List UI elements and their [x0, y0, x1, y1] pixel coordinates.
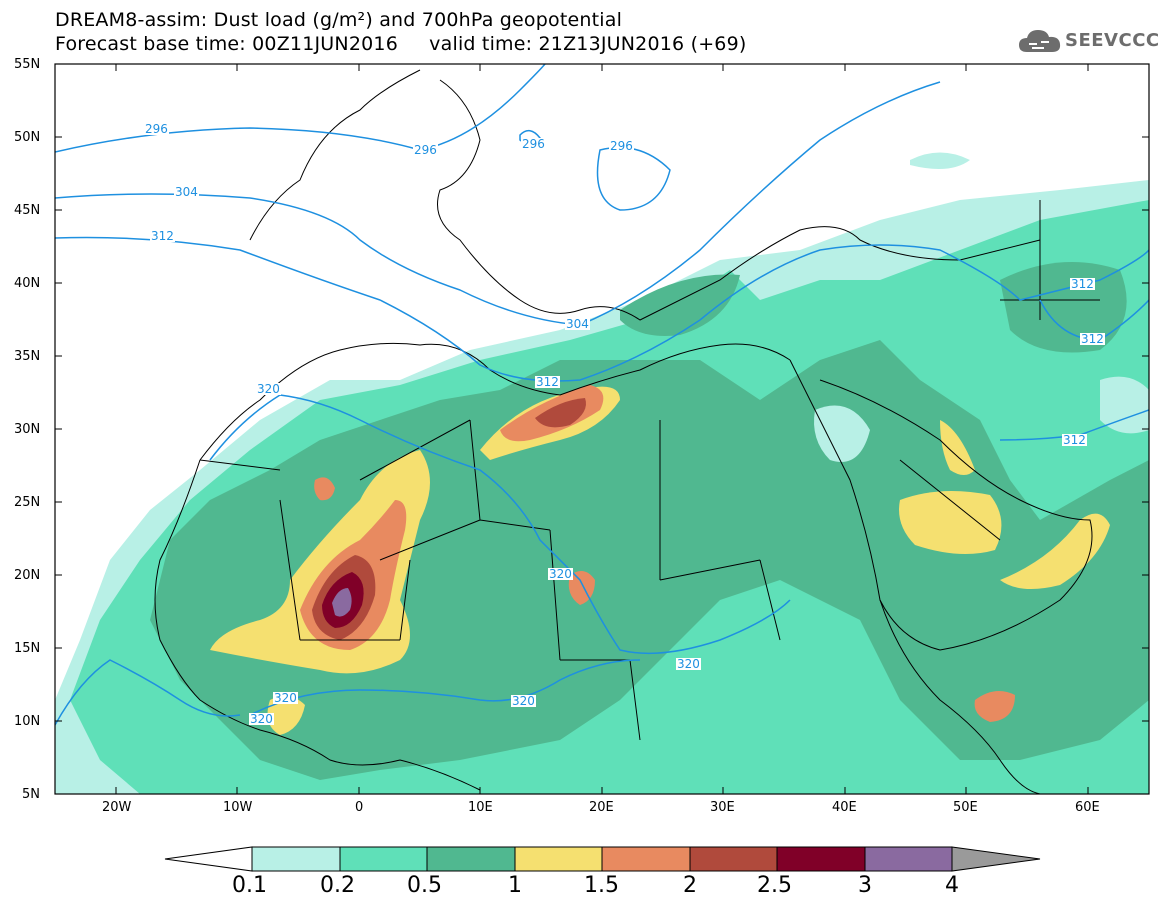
lat-label: 5N [22, 787, 40, 802]
dust-band-0.5 [150, 340, 1149, 780]
colorbar-segment [864, 846, 953, 872]
colorbar-segment [426, 846, 516, 872]
contour-label: 312 [1080, 332, 1105, 346]
cloud-logo-icon [1019, 30, 1061, 52]
contour-label: 304 [565, 317, 590, 331]
colorbar-under-arrow [164, 846, 253, 872]
lat-label: 15N [14, 641, 41, 656]
contour-304 [55, 81, 941, 326]
lon-label: 40E [832, 800, 857, 815]
contour-label: 312 [150, 229, 175, 243]
contour-label: 320 [511, 694, 536, 708]
colorbar-label: 1 [508, 873, 522, 898]
lon-label: 10W [223, 800, 253, 815]
colorbar-over-arrow [951, 846, 1041, 872]
dust-band-1 [940, 420, 975, 475]
contour-296-loop [596, 146, 671, 211]
colorbar-label: 0.2 [320, 873, 355, 898]
lat-label: 45N [14, 203, 41, 218]
contour-label: 312 [1070, 277, 1095, 291]
dust-band-1.5 [314, 477, 335, 501]
lon-label: 20E [589, 800, 614, 815]
contour-label: 320 [548, 567, 573, 581]
coastline-arabia [819, 379, 1093, 651]
contour-label: 320 [676, 657, 701, 671]
dust-fields [55, 152, 1149, 794]
logo-text: SEEVCCC [1065, 30, 1160, 51]
colorbar-label: 0.5 [407, 873, 442, 898]
map-title-line1: DREAM8-assim: Dust load (g/m²) and 700hP… [55, 9, 623, 31]
colorbar-label: 3 [858, 873, 872, 898]
lon-label: 0 [355, 800, 364, 815]
contour-296 [55, 64, 546, 153]
contour-label: 296 [413, 143, 438, 157]
dust-band-0.1 [910, 152, 970, 169]
contour-320-b [249, 659, 641, 716]
contour-label: 320 [273, 691, 298, 705]
lat-label: 10N [14, 714, 41, 729]
colorbar-label: 2 [683, 873, 697, 898]
dust-band-1 [1000, 513, 1110, 589]
country-borders [154, 69, 1100, 794]
colorbar-label: 4 [945, 873, 959, 898]
lat-label: 20N [14, 568, 41, 583]
lat-label: 30N [14, 422, 41, 437]
coastline-west-africa [154, 459, 481, 791]
dust-band-1 [899, 491, 1002, 554]
lon-label: 50E [953, 800, 978, 815]
colorbar-segment [776, 846, 866, 872]
colorbar-segment [514, 846, 603, 872]
lon-label: 60E [1075, 800, 1100, 815]
dust-band-0.1 [814, 405, 870, 462]
contour-label: 296 [144, 122, 169, 136]
contour-label: 320 [249, 712, 274, 726]
lat-label: 55N [14, 57, 41, 72]
coastline-east-africa [789, 359, 1041, 794]
contour-320 [55, 394, 791, 726]
colorbar-segment [251, 846, 341, 872]
map-title-line2: Forecast base time: 00Z11JUN2016 valid t… [55, 33, 747, 55]
dust-band-1 [267, 696, 305, 735]
dust-band-0.5 [1000, 262, 1127, 353]
contour-label: 312 [1062, 433, 1087, 447]
colorbar-segment [601, 846, 691, 872]
dust-band-3 [332, 588, 352, 617]
lon-label: 30E [710, 800, 735, 815]
dust-band-1.5 [974, 691, 1015, 722]
contour-label: 296 [609, 139, 634, 153]
coastline-europe [249, 69, 1041, 321]
contour-label: 312 [535, 375, 560, 389]
contour-label: 304 [174, 185, 199, 199]
colorbar-segment [339, 846, 428, 872]
dust-band-0.5 [620, 274, 740, 336]
dust-band-0.1 [1100, 376, 1149, 434]
colorbar-label: 2.5 [757, 873, 792, 898]
axis-ticks [55, 63, 1149, 795]
contour-label: 296 [521, 137, 546, 151]
contour-312 [55, 236, 1149, 382]
contour-label: 320 [256, 382, 281, 396]
colorbar [164, 846, 1041, 872]
lat-label: 35N [14, 349, 41, 364]
seevccc-logo: SEEVCCC [1017, 22, 1159, 62]
colorbar-segment [689, 846, 778, 872]
colorbar-label: 1.5 [584, 873, 619, 898]
lat-label: 25N [14, 495, 41, 510]
border [199, 200, 1100, 741]
dust-band-2 [535, 398, 586, 428]
lon-label: 10E [468, 800, 493, 815]
lat-label: 50N [14, 130, 41, 145]
lat-label: 40N [14, 276, 41, 291]
lon-label: 20W [102, 800, 132, 815]
colorbar-label: 0.1 [232, 873, 267, 898]
